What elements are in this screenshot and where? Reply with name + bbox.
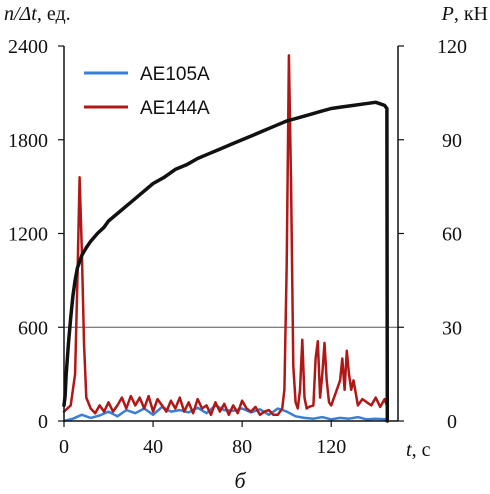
left-tick-label: 2400 — [8, 36, 48, 58]
right-tick-label: 30 — [442, 317, 462, 339]
series-line-ae144a — [62, 54, 389, 417]
right-axis-title-variable: P — [441, 3, 454, 25]
left-axis-title: n/Δt, ед. — [4, 3, 71, 25]
legend-label-ae144a: AE144A — [140, 98, 210, 119]
x-tick-label: 40 — [143, 436, 163, 458]
right-axis-title: P, кН — [441, 3, 488, 25]
titles: n/Δt, ед. P, кН t, с б — [4, 3, 488, 493]
left-tick-label: 600 — [18, 317, 48, 339]
series-line-ae105a — [62, 404, 389, 423]
figure-caption: б — [234, 468, 246, 493]
left-tick-label: 1800 — [8, 130, 48, 152]
right-tick-label: 0 — [447, 411, 457, 433]
left-axis-title-unit: , ед. — [37, 3, 71, 25]
x-axis-title: t, с — [406, 439, 431, 461]
plot-area — [62, 54, 398, 423]
x-axis-title-variable: t — [406, 439, 412, 461]
left-tick-label: 1200 — [8, 224, 48, 246]
right-tick-label: 90 — [442, 130, 462, 152]
x-tick-label: 120 — [316, 436, 346, 458]
left-axis-title-variable: n/Δt — [4, 3, 37, 25]
left-tick-label: 0 — [38, 411, 48, 433]
x-axis-title-unit: , с — [412, 439, 431, 461]
x-tick-label: 80 — [232, 436, 252, 458]
legend-label-ae105a: AE105A — [140, 64, 210, 85]
right-axis-title-unit: , кН — [454, 3, 488, 25]
right-tick-label: 120 — [437, 36, 467, 58]
x-tick-label: 0 — [59, 436, 69, 458]
right-tick-label: 60 — [442, 224, 462, 246]
legend: AE105A AE144A — [84, 64, 210, 119]
series-line-load — [62, 100, 390, 423]
